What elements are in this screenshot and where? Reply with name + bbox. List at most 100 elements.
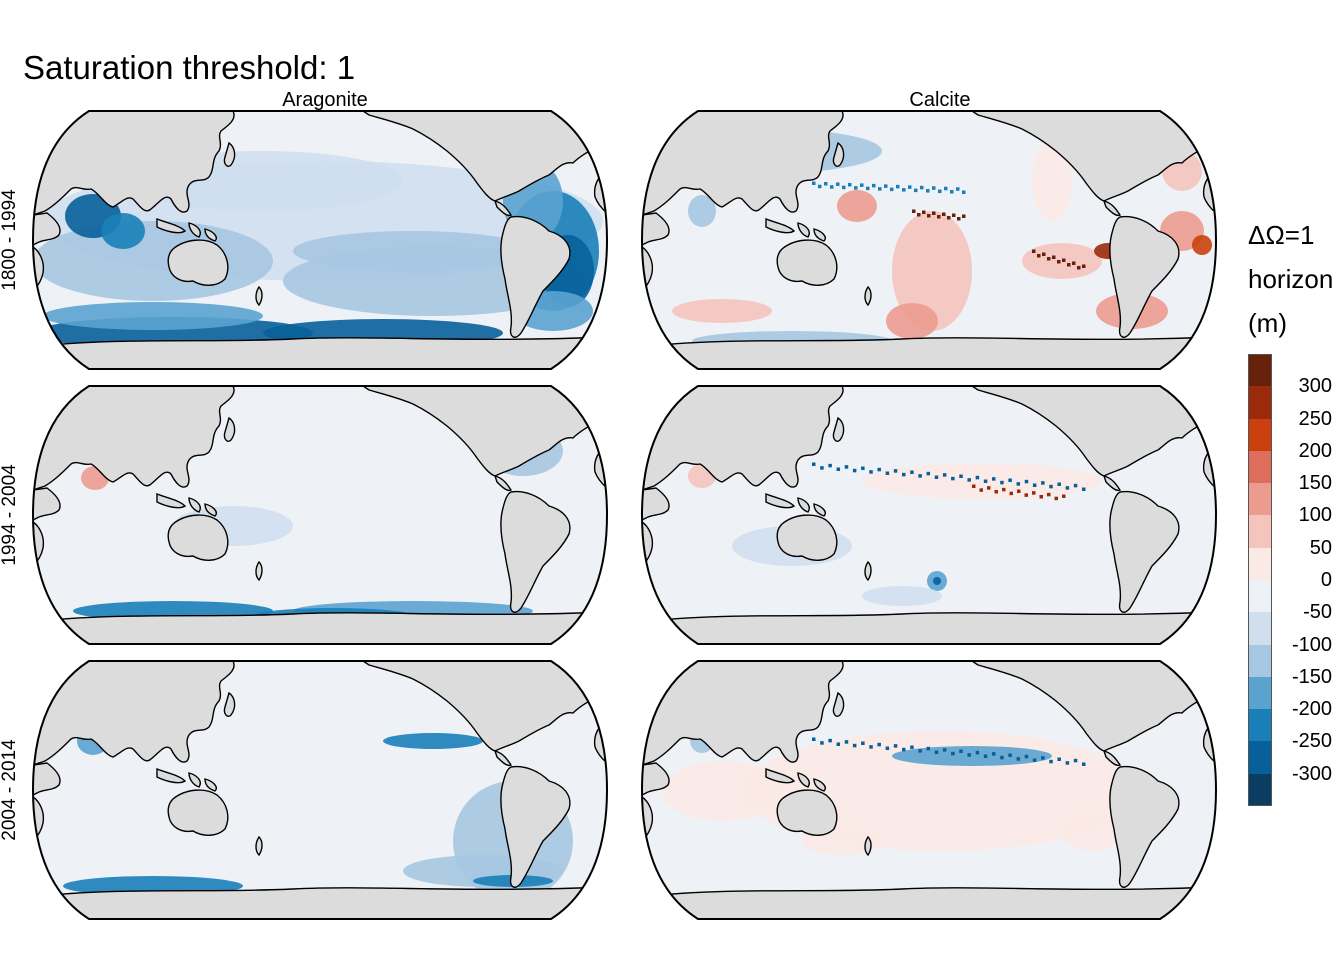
anomaly-dot — [1016, 757, 1021, 761]
anomaly-dot — [959, 749, 963, 753]
anomaly-dot — [1047, 492, 1051, 497]
colorbar-tick-label: -100 — [1291, 633, 1332, 656]
anomaly-patch — [933, 577, 941, 585]
colorbar-swatch — [1248, 773, 1272, 807]
anomaly-dot — [1057, 757, 1061, 761]
anomaly-dot — [957, 217, 961, 221]
colorbar-tick-label: 0 — [1320, 569, 1332, 591]
colorbar-swatch — [1248, 612, 1272, 646]
anomaly-dot — [885, 471, 890, 475]
colorbar-swatch — [1248, 676, 1272, 710]
anomaly-dot — [1016, 482, 1021, 486]
anomaly-dot — [854, 186, 858, 190]
anomaly-dot — [877, 467, 881, 472]
legend-title-line-3: (m) — [1248, 308, 1287, 338]
anomaly-dot — [942, 748, 947, 752]
anomaly-dot — [1052, 255, 1056, 259]
anomaly-dot — [818, 184, 822, 189]
anomaly-dot — [967, 753, 971, 757]
anomaly-dot — [1000, 480, 1004, 485]
colorbar-tick-label: -200 — [1291, 698, 1332, 721]
anomaly-dot — [918, 749, 922, 753]
anomaly-dot — [983, 754, 988, 758]
anomaly-dot — [1032, 758, 1037, 762]
panel-calcite-1994-2004 — [641, 385, 1217, 645]
anomaly-dot — [812, 462, 816, 466]
anomaly-dot — [956, 187, 960, 191]
anomaly-dot — [951, 476, 955, 481]
anomaly-dot — [1009, 491, 1013, 496]
anomaly-dot — [893, 469, 898, 473]
anomaly-dot — [917, 213, 921, 217]
anomaly-dot — [828, 463, 832, 468]
anomaly-dot — [1008, 753, 1012, 757]
anomaly-dot — [890, 187, 894, 192]
panel-aragonite-1800-1994 — [32, 110, 608, 370]
anomaly-dot — [1047, 257, 1051, 261]
anomaly-dot — [1037, 254, 1041, 258]
anomaly-dot — [869, 745, 873, 749]
colorbar-swatch — [1248, 709, 1272, 742]
anomaly-dot — [902, 472, 906, 477]
anomaly-dot — [908, 185, 912, 189]
anomaly-dot — [959, 474, 963, 478]
colorbar-tick-label: -150 — [1291, 665, 1332, 688]
anomaly-dot — [820, 466, 824, 470]
anomaly-dot — [836, 182, 840, 186]
anomaly-dot — [896, 184, 900, 189]
anomaly-dot — [869, 470, 873, 474]
anomaly-patch — [1032, 141, 1072, 221]
anomaly-dot — [1049, 759, 1053, 764]
colorbar-swatch — [1248, 418, 1272, 452]
anomaly-dot — [1073, 483, 1078, 488]
anomaly-dot — [950, 190, 954, 194]
anomaly-dot — [938, 189, 942, 194]
anomaly-dot — [926, 746, 931, 751]
colorbar-tick-label: 100 — [1298, 504, 1332, 527]
anomaly-dot — [934, 750, 939, 754]
anomaly-dot — [979, 488, 983, 492]
anomaly-dot — [910, 470, 914, 474]
anomaly-dot — [1082, 264, 1086, 268]
anomaly-patch — [886, 303, 938, 339]
anomaly-dot — [852, 743, 857, 748]
anomaly-dot — [820, 741, 824, 745]
anomaly-dot — [962, 190, 966, 194]
panel-aragonite-1994-2004 — [32, 385, 608, 645]
anomaly-dot — [934, 475, 939, 479]
anomaly-dot — [824, 181, 828, 186]
column-header-calcite: Calcite — [909, 89, 971, 111]
anomaly-dot — [1002, 487, 1006, 492]
anomaly-dot — [1032, 491, 1036, 495]
anomaly-dot — [947, 216, 951, 220]
colorbar-swatch — [1248, 741, 1272, 775]
anomaly-patch — [837, 190, 877, 222]
legend-title-line-2: horizon — [1248, 264, 1334, 294]
anomaly-dot — [1062, 494, 1066, 498]
anomaly-dot — [852, 468, 857, 473]
anomaly-patch — [662, 761, 782, 821]
panel-calcite-1800-1994 — [641, 110, 1217, 370]
anomaly-patch — [383, 733, 483, 749]
anomaly-dot — [952, 213, 956, 217]
anomaly-dot — [932, 186, 936, 190]
panel-aragonite-2004-2014 — [32, 660, 608, 920]
anomaly-patch — [101, 213, 145, 249]
anomaly-dot — [967, 478, 971, 482]
anomaly-dot — [912, 209, 916, 213]
anomaly-dot — [926, 189, 930, 193]
colorbar-tick-label: 300 — [1298, 375, 1332, 398]
colorbar-swatch — [1248, 515, 1272, 549]
anomaly-dot — [1017, 489, 1021, 493]
anomaly-dot — [1032, 249, 1036, 253]
anomaly-dot — [842, 185, 846, 190]
anomaly-dot — [983, 479, 988, 483]
anomaly-dot — [884, 184, 888, 188]
anomaly-patch — [742, 731, 1142, 851]
anomaly-dot — [918, 474, 922, 478]
colorbar-swatch — [1248, 580, 1272, 613]
anomaly-patch — [862, 463, 1102, 499]
colorbar-tick-label: -50 — [1303, 601, 1332, 624]
colorbar-swatch — [1248, 354, 1272, 387]
